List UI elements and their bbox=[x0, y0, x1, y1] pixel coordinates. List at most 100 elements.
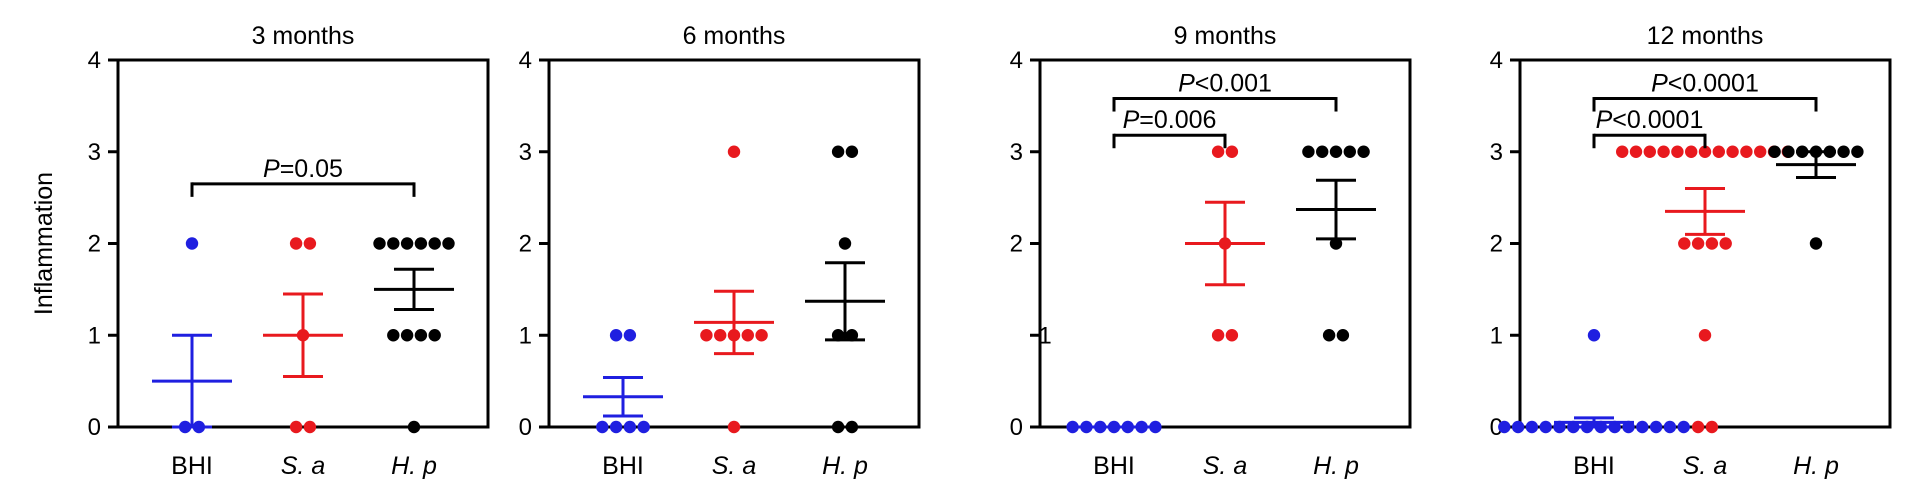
category-label: H. p bbox=[1313, 452, 1359, 479]
data-point bbox=[838, 237, 852, 250]
data-point bbox=[303, 237, 317, 250]
data-point bbox=[1211, 329, 1225, 342]
p-value-text: <0.0001 bbox=[1668, 70, 1759, 98]
data-point bbox=[727, 420, 741, 434]
category-label: S. a bbox=[712, 452, 757, 479]
data-point bbox=[1705, 420, 1719, 434]
data-point bbox=[609, 329, 623, 342]
data-point bbox=[741, 329, 754, 342]
data-point bbox=[1343, 145, 1357, 158]
data-point bbox=[1782, 145, 1795, 158]
data-point bbox=[596, 420, 609, 434]
p-value-text: =0.006 bbox=[1139, 106, 1216, 134]
y-tick-label: 1 bbox=[1490, 322, 1503, 349]
data-point bbox=[414, 329, 428, 342]
category-label: H. p bbox=[822, 452, 868, 479]
data-point bbox=[1677, 420, 1690, 434]
y-tick-label: 4 bbox=[519, 47, 532, 74]
data-point bbox=[1357, 145, 1370, 158]
data-point bbox=[428, 237, 441, 250]
data-point bbox=[755, 329, 768, 342]
panel-title: 3 months bbox=[252, 22, 355, 50]
p-symbol: P bbox=[263, 155, 280, 183]
p-value-label: P<0.001 bbox=[1178, 70, 1272, 98]
data-point bbox=[1225, 329, 1239, 342]
data-point bbox=[1066, 420, 1079, 434]
p-symbol: P bbox=[1123, 106, 1140, 134]
data-point bbox=[1149, 420, 1162, 434]
y-tick-label: 1 bbox=[88, 322, 101, 349]
y-tick-label: 2 bbox=[1010, 231, 1023, 258]
data-point bbox=[1685, 145, 1698, 158]
category-label: BHI bbox=[171, 452, 213, 479]
data-point bbox=[831, 145, 845, 158]
data-point bbox=[185, 237, 199, 250]
p-value-label: P=0.006 bbox=[1123, 106, 1217, 134]
y-axis-label: Inflammation bbox=[30, 172, 58, 315]
data-point bbox=[1712, 145, 1726, 158]
data-point bbox=[1225, 145, 1239, 158]
data-point bbox=[289, 420, 303, 434]
y-tick-label: 3 bbox=[1010, 139, 1023, 166]
p-value-label: P<0.0001 bbox=[1651, 70, 1759, 98]
y-tick-label: 4 bbox=[1490, 47, 1503, 74]
data-point bbox=[1336, 329, 1350, 342]
data-point bbox=[1705, 237, 1719, 250]
p-value-text: =0.05 bbox=[280, 155, 343, 183]
category-label: S. a bbox=[1683, 452, 1728, 479]
data-point bbox=[1691, 237, 1705, 250]
data-point bbox=[1649, 420, 1663, 434]
data-point bbox=[637, 420, 650, 434]
data-point bbox=[1329, 145, 1343, 158]
panel-0: 3 months 0 1 2 3 4 BHI S. a H. p Inflammation P=0.… bbox=[30, 22, 490, 479]
category-label: BHI bbox=[1093, 452, 1135, 479]
y-tick-label: 4 bbox=[88, 47, 101, 74]
data-point bbox=[303, 420, 317, 434]
p-value-label: P=0.05 bbox=[263, 155, 343, 183]
data-point bbox=[623, 420, 637, 434]
category-label: H. p bbox=[1793, 452, 1839, 479]
data-point bbox=[1726, 145, 1739, 158]
y-tick-label: 2 bbox=[519, 231, 532, 258]
data-point bbox=[1657, 145, 1670, 158]
data-point bbox=[1587, 329, 1601, 342]
data-point bbox=[831, 420, 845, 434]
y-tick-label: 3 bbox=[88, 139, 101, 166]
data-point bbox=[442, 237, 455, 250]
data-point bbox=[1691, 420, 1705, 434]
data-point bbox=[1211, 145, 1225, 158]
data-point bbox=[1498, 420, 1511, 434]
data-point bbox=[1525, 420, 1539, 434]
p-value-text: <0.0001 bbox=[1612, 106, 1703, 134]
p-symbol: P bbox=[1651, 70, 1668, 98]
data-point bbox=[727, 145, 741, 158]
data-point bbox=[1740, 145, 1753, 158]
data-point bbox=[289, 237, 303, 250]
y-tick-label: 0 bbox=[88, 414, 101, 441]
data-point bbox=[1698, 329, 1712, 342]
data-point bbox=[1678, 237, 1691, 250]
data-point bbox=[1616, 145, 1629, 158]
category-label: S. a bbox=[281, 452, 326, 479]
y-tick-label: 2 bbox=[1490, 231, 1503, 258]
data-point bbox=[1643, 145, 1657, 158]
p-value-label: P<0.0001 bbox=[1596, 106, 1704, 134]
data-point bbox=[387, 329, 400, 342]
data-point bbox=[1837, 145, 1850, 158]
data-point bbox=[1671, 145, 1684, 158]
panel-title: 6 months bbox=[683, 22, 786, 50]
data-point bbox=[400, 237, 414, 250]
y-tick-label: 4 bbox=[1010, 47, 1023, 74]
category-label: H. p bbox=[391, 452, 437, 479]
data-point bbox=[407, 420, 421, 434]
data-point bbox=[387, 237, 400, 250]
y-tick-label: 3 bbox=[1490, 139, 1503, 166]
data-point bbox=[414, 237, 428, 250]
data-point bbox=[714, 329, 727, 342]
stray-tick-label: 1 bbox=[1038, 322, 1051, 349]
data-point bbox=[373, 237, 386, 250]
category-label: BHI bbox=[602, 452, 644, 479]
